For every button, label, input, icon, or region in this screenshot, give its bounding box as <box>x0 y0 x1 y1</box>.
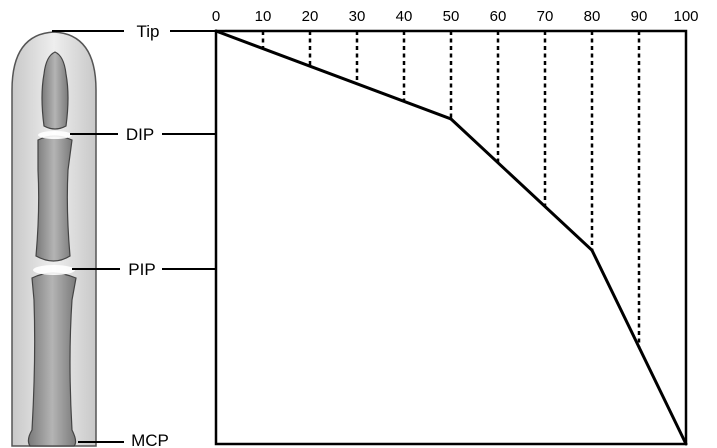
dotted-drop-lines <box>261 31 641 348</box>
pip-joint-space <box>33 265 75 275</box>
profile-vertex-80 <box>590 248 594 252</box>
tick-label-100: 100 <box>673 8 698 25</box>
tip-label: Tip <box>137 22 160 41</box>
pip-label: PIP <box>128 260 155 279</box>
profile-line <box>215 29 688 445</box>
scale-tick-labels: 0 10 20 30 40 50 60 70 80 90 100 <box>212 8 699 25</box>
middle-phalanx-bone <box>35 135 73 262</box>
tick-label-70: 70 <box>537 8 554 25</box>
tick-label-60: 60 <box>490 8 507 25</box>
tick-label-30: 30 <box>349 8 366 25</box>
mcp-label: MCP <box>131 431 169 448</box>
joint-labels: Tip DIP PIP MCP <box>52 22 216 448</box>
tick-label-80: 80 <box>584 8 601 25</box>
tick-label-40: 40 <box>396 8 413 25</box>
tick-label-0: 0 <box>212 8 220 25</box>
dip-joint-space <box>38 131 72 139</box>
profile-vertex-0 <box>214 29 218 33</box>
distal-phalanx-bone <box>41 51 69 130</box>
profile-vertex-50 <box>449 117 453 121</box>
tick-label-90: 90 <box>631 8 648 25</box>
tick-label-20: 20 <box>302 8 319 25</box>
dip-label: DIP <box>126 125 154 144</box>
tick-label-10: 10 <box>255 8 272 25</box>
tick-label-50: 50 <box>443 8 460 25</box>
finger-illustration <box>11 31 97 447</box>
profile-line-group <box>214 29 688 446</box>
proximal-phalanx-bone <box>27 272 77 447</box>
profile-vertex-100 <box>684 442 688 446</box>
